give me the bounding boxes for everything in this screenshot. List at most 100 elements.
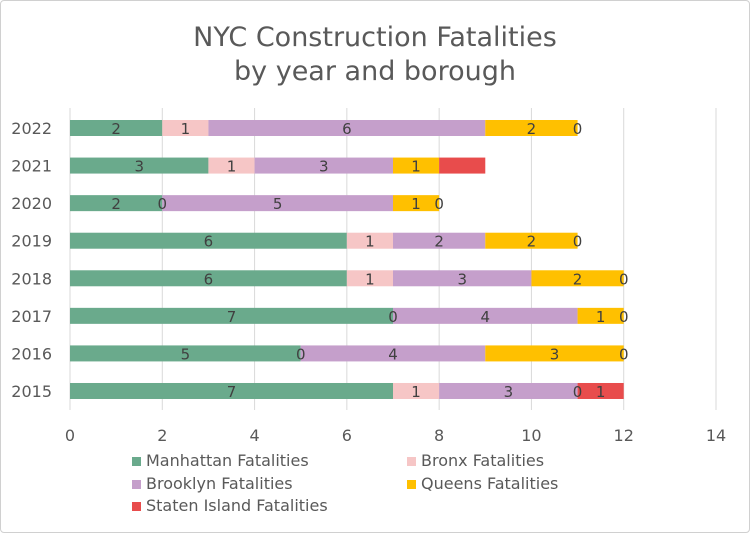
data-label: 1	[365, 233, 375, 251]
data-label: 0	[158, 195, 168, 213]
bar-segment	[162, 120, 209, 136]
data-label: 3	[504, 383, 514, 401]
data-label: 3	[457, 270, 467, 288]
x-tick-label: 2	[157, 426, 167, 445]
legend-label: Queens Fatalities	[421, 474, 558, 493]
y-tick-label: 2017	[11, 307, 52, 326]
bar-segment	[70, 120, 163, 136]
bar-segment	[70, 270, 347, 287]
y-tick-label: 2020	[11, 194, 52, 213]
data-label: 2	[527, 233, 537, 251]
data-label: 0	[619, 270, 629, 288]
bar-segment	[300, 345, 486, 362]
legend: Manhattan Fatalities Bronx Fatalities Broo…	[132, 451, 558, 515]
bar-segment	[70, 195, 163, 212]
data-label: 2	[527, 120, 537, 138]
bar-segment	[485, 345, 624, 362]
bar-segment	[393, 382, 440, 399]
bar-segment	[70, 307, 393, 324]
x-axis: 0 2 4 6 8 10 12 14	[65, 426, 726, 445]
legend-swatch	[407, 480, 416, 489]
legend-label: Staten Island Fatalities	[146, 496, 328, 515]
data-label: 7	[227, 383, 237, 401]
data-label: 1	[596, 383, 606, 401]
y-tick-label: 2015	[11, 382, 52, 401]
data-label: 2	[111, 120, 121, 138]
bar-segment	[393, 232, 486, 249]
x-tick-label: 12	[614, 426, 634, 445]
data-label: 4	[481, 308, 491, 326]
legend-swatch	[132, 457, 141, 466]
bar-segment	[254, 157, 393, 174]
bar-segment	[346, 270, 393, 287]
data-label: 1	[365, 270, 375, 288]
data-label: 6	[204, 233, 214, 251]
bar-segment	[531, 270, 624, 287]
data-label: 1	[411, 383, 421, 401]
gridlines	[69, 108, 717, 410]
chart-title-line-1: NYC Construction Fatalities	[193, 22, 557, 53]
data-labels: 2 1 6 2 03 1 3 12 0 5 1 06 1 2 2 06 1 3 2 07 0 4 1 05 0 4 3 07 1 3 0 1	[111, 120, 628, 401]
data-label: 0	[573, 383, 583, 401]
bar-segment	[577, 307, 624, 324]
x-tick-label: 6	[342, 426, 352, 445]
bar-segment	[439, 157, 486, 174]
legend-swatch	[132, 502, 141, 511]
data-label: 6	[342, 120, 352, 138]
y-tick-label: 2018	[11, 269, 52, 288]
y-tick-label: 2016	[11, 344, 52, 363]
data-label: 3	[319, 158, 329, 176]
x-tick-label: 14	[706, 426, 726, 445]
bar-segment	[70, 345, 301, 362]
chart-title: NYC Construction Fatalities by year and …	[193, 22, 557, 87]
chart-title-line-2: by year and borough	[234, 56, 516, 87]
bar-segment	[393, 270, 532, 287]
data-label: 0	[619, 345, 629, 363]
data-label: 1	[181, 120, 191, 138]
data-label: 0	[619, 308, 629, 326]
bar-segment	[485, 120, 578, 136]
y-tick-label: 2022	[11, 119, 52, 138]
data-label: 0	[434, 195, 444, 213]
bar-segment	[70, 157, 209, 174]
y-tick-label: 2019	[11, 232, 52, 251]
bar-segment	[439, 382, 578, 399]
data-label: 1	[227, 158, 237, 176]
data-label: 0	[296, 345, 306, 363]
data-label: 0	[573, 233, 583, 251]
data-label: 2	[434, 233, 444, 251]
bar-segment	[162, 195, 393, 212]
data-label: 5	[273, 195, 283, 213]
bar-segment	[70, 232, 347, 249]
data-label: 1	[596, 308, 606, 326]
data-label: 0	[573, 120, 583, 138]
legend-swatch	[132, 480, 141, 489]
bar-segment	[208, 120, 486, 136]
data-label: 3	[550, 345, 560, 363]
x-tick-label: 0	[65, 426, 75, 445]
y-tick-label: 2021	[11, 157, 52, 176]
data-label: 2	[111, 195, 121, 213]
data-label: 6	[204, 270, 214, 288]
x-tick-label: 8	[434, 426, 444, 445]
data-label: 0	[388, 308, 398, 326]
data-label: 2	[573, 270, 583, 288]
legend-label: Manhattan Fatalities	[146, 451, 309, 470]
legend-label: Brooklyn Fatalities	[146, 474, 293, 493]
bars	[70, 120, 624, 399]
bar-segment	[346, 232, 393, 249]
data-label: 4	[388, 345, 398, 363]
data-label: 5	[181, 345, 191, 363]
bar-segment	[393, 157, 440, 174]
x-tick-label: 10	[521, 426, 541, 445]
y-axis: 2022 2021 2020 2019 2018 2017 2016 2015	[11, 119, 52, 401]
data-label: 1	[411, 195, 421, 213]
legend-label: Bronx Fatalities	[421, 451, 544, 470]
data-label: 7	[227, 308, 237, 326]
bar-segment	[393, 195, 440, 212]
data-label: 3	[134, 158, 144, 176]
bar-segment	[70, 382, 393, 399]
legend-swatch	[407, 457, 416, 466]
bar-segment	[577, 382, 624, 399]
